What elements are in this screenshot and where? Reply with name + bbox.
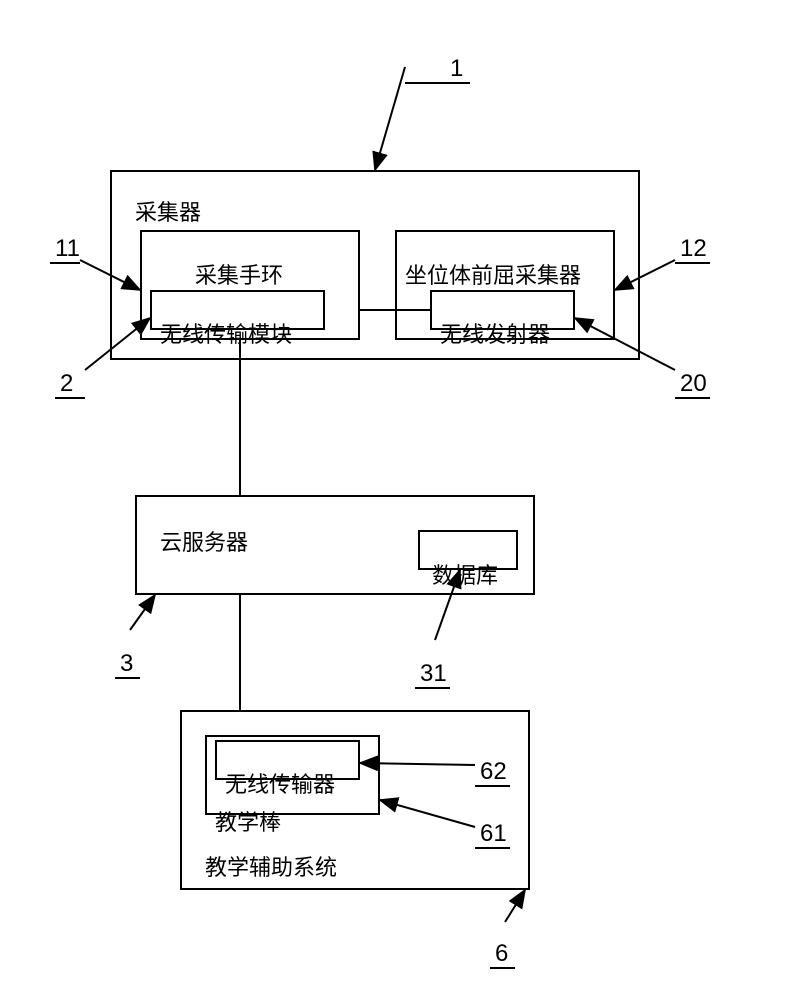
callout-20: 20 [680, 370, 707, 398]
label-sit-reach: 坐位体前屈采集器 [405, 258, 581, 290]
label-transmitter: 无线发射器 [440, 317, 550, 349]
label-database: 数据库 [432, 558, 498, 590]
label-bracelet: 采集手环 [195, 258, 283, 290]
callout-3: 3 [120, 650, 133, 678]
label-collector: 采集器 [135, 195, 201, 227]
label-wireless-module: 无线传输模块 [160, 317, 292, 349]
label-teaching-stick: 教学棒 [215, 805, 281, 837]
callout-61: 61 [480, 820, 507, 848]
callout-62: 62 [480, 758, 507, 786]
callout-2: 2 [60, 370, 73, 398]
label-wireless-transmitter: 无线传输器 [225, 767, 335, 799]
callout-31: 31 [420, 660, 447, 688]
callout-12: 12 [680, 235, 707, 263]
label-teaching-system: 教学辅助系统 [205, 850, 337, 882]
arrow-1 [375, 67, 405, 170]
label-cloud-server: 云服务器 [160, 525, 248, 557]
arrow-6 [505, 890, 525, 922]
callout-1: 1 [450, 55, 463, 83]
arrow-3 [130, 595, 155, 630]
callout-6: 6 [495, 940, 508, 968]
diagram-canvas: 采集器 采集手环 无线传输模块 坐位体前屈采集器 无线发射器 云服务器 数据库 … [0, 0, 792, 1000]
callout-11: 11 [55, 235, 80, 263]
